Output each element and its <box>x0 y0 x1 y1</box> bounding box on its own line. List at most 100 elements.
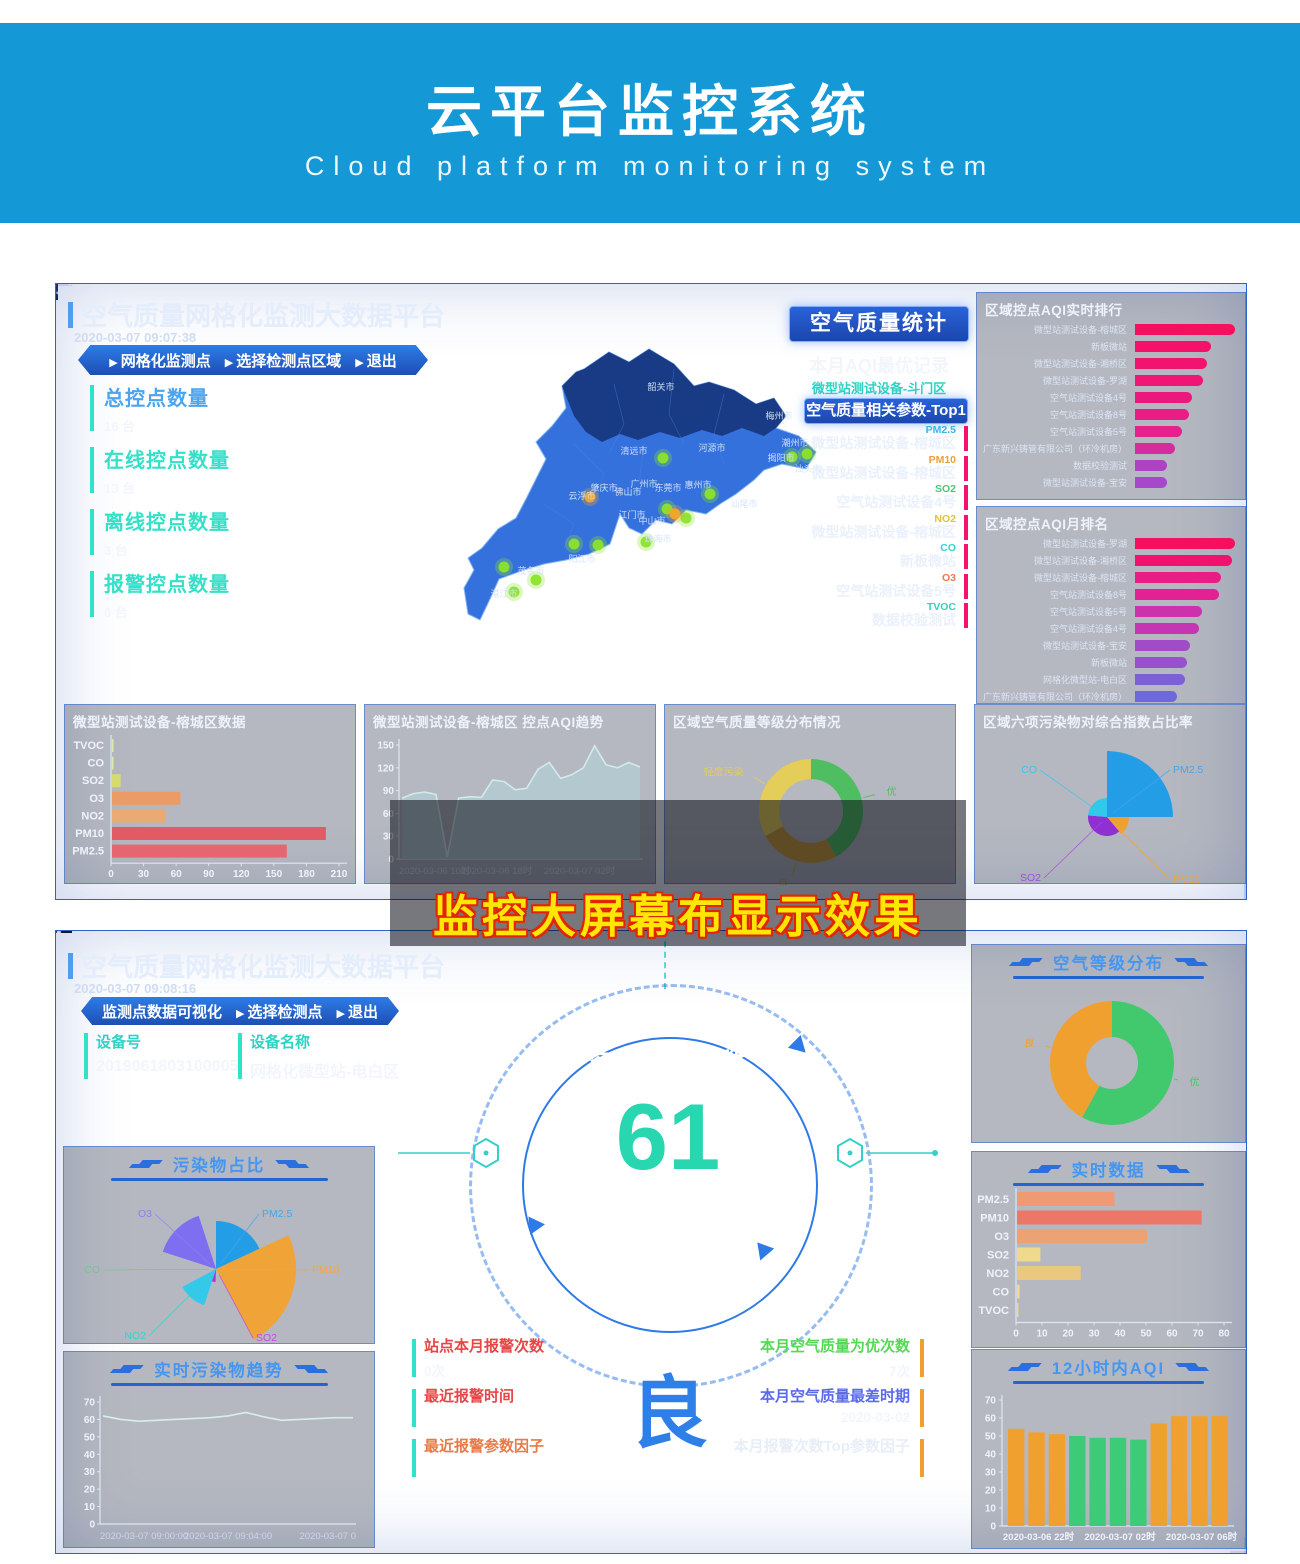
svg-text:30: 30 <box>84 1467 96 1478</box>
rank-row: 网格化微型站-电白区 <box>977 671 1245 688</box>
svg-text:20: 20 <box>84 1485 96 1496</box>
slash-decor-icon <box>120 1365 144 1369</box>
svg-text:0: 0 <box>108 869 114 880</box>
stat-item: 总控点数量 16 台 <box>90 382 350 444</box>
nav-item-0[interactable]: ▶ 网格化监测点 <box>109 352 211 370</box>
svg-text:20: 20 <box>1062 1329 1074 1340</box>
rank-row: 广东新兴铸管有限公司（环冷机房） <box>977 688 1245 705</box>
pollutant-ratio-panel: 区域六项污染物对综合指数占比率 CO PM2.5 SO2 PM10 <box>974 704 1246 886</box>
svg-text:河源市: 河源市 <box>698 442 725 453</box>
slash-decor-icon <box>1018 1363 1042 1367</box>
arrow-icon: ▶ <box>236 1007 245 1020</box>
svg-text:2020-03-06 22时: 2020-03-06 22时 <box>1003 1531 1075 1543</box>
watermark-overlay <box>390 800 966 946</box>
pollutant-ratio-rose-chart: CO PM2.5 SO2 PM10 <box>1020 751 1204 886</box>
rank-realtime-title: 区域控点AQI实时排行 <box>985 303 1123 318</box>
grade-dist-title: 区域空气质量等级分布情况 <box>673 715 841 730</box>
top1-param-row: PM10 微型站测试设备-榕城区 <box>756 454 968 484</box>
station-data-panel: 微型站测试设备-榕城区数据 TVOC CO SO2 O3 NO2 PM10 PM2.5 0 30… <box>64 704 356 884</box>
alarm-stats-right: 本月空气质量为优次数 7次 本月空气质量最差时期 2020-03-02 本月报警次数To… <box>668 1335 924 1485</box>
dash2-title: 空气质量网格化监测大数据平台 <box>68 947 445 984</box>
svg-text:70: 70 <box>985 1396 997 1407</box>
alarm-stat: 本月空气质量最差时期 2020-03-02 <box>668 1385 924 1435</box>
aqi-12h-bar-chart: 0 10 20 30 40 50 60 70 2020-03-06 22时 2020-03-07 … <box>985 1395 1238 1543</box>
hexagon-decor-right <box>837 1137 938 1169</box>
rank-row: 空气站测试设备5号 <box>977 423 1245 440</box>
nav-item-1[interactable]: ▶ 选择检测点区域 <box>224 352 342 370</box>
svg-text:PM10: PM10 <box>980 1213 1009 1225</box>
header-underline <box>1012 976 1205 979</box>
svg-text:PM2.5: PM2.5 <box>1173 764 1204 776</box>
dash2-datetime: 2020-03-07 09:08:16 <box>74 981 197 996</box>
panel-header: 实时数据 <box>972 1152 1245 1186</box>
svg-text:180: 180 <box>298 869 315 880</box>
svg-text:2020-03-07 09:04:00: 2020-03-07 09:04:00 <box>184 1531 272 1542</box>
rank-month-title: 区域控点AQI月排名 <box>985 517 1109 532</box>
panel-header: 污染物占比 <box>64 1147 374 1181</box>
svg-text:150: 150 <box>266 869 283 880</box>
svg-text:0: 0 <box>1013 1329 1019 1340</box>
air-quality-stats-button[interactable]: 空气质量统计 <box>789 306 969 342</box>
svg-text:2020-03-07 0: 2020-03-07 0 <box>299 1531 356 1542</box>
realtime-data-panel: 实时数据 PM2.5 PM10 O3 SO2 NO2 CO TVOC 0 10 20 30 40 50 6… <box>971 1151 1246 1348</box>
svg-text:30: 30 <box>985 1468 997 1479</box>
svg-text:CO: CO <box>88 758 105 770</box>
svg-text:轻度污染: 轻度污染 <box>704 765 744 778</box>
stat-item: 离线控点数量 3 台 <box>90 506 350 568</box>
air-grade-donut-chart: 优良 <box>1024 1001 1200 1125</box>
rank-row: 广东新兴铸管有限公司（环冷机房） <box>977 440 1245 457</box>
svg-text:珠海市: 珠海市 <box>644 533 671 544</box>
nav-item-0[interactable]: 监测点数据可视化 <box>102 1003 223 1021</box>
nav-item-1[interactable]: ▶ 选择检测点 <box>236 1003 323 1021</box>
air-grade-panel: 空气等级分布 优良 <box>971 944 1246 1143</box>
svg-text:PM10: PM10 <box>312 1264 340 1276</box>
svg-text:40: 40 <box>1114 1329 1126 1340</box>
svg-text:20: 20 <box>985 1486 997 1497</box>
svg-text:50: 50 <box>1140 1329 1152 1340</box>
svg-text:优: 优 <box>887 785 897 798</box>
svg-text:PM10: PM10 <box>75 828 104 840</box>
svg-text:梅州市: 梅州市 <box>765 410 792 421</box>
svg-text:NO2: NO2 <box>124 1330 146 1342</box>
top1-param-row: NO2 微型站测试设备-榕城区 <box>756 513 968 543</box>
nav-item-2[interactable]: ▶ 退出 <box>355 352 397 370</box>
dash2-title-text: 空气质量网格化监测大数据平台 <box>81 952 446 982</box>
svg-text:SO2: SO2 <box>256 1332 277 1344</box>
title-accent-bar <box>68 301 73 328</box>
top1-params-button[interactable]: 空气质量相关参数-Top1 <box>804 398 968 424</box>
aqi-outer-ring <box>469 984 873 1388</box>
svg-text:120: 120 <box>377 763 394 774</box>
svg-text:60: 60 <box>171 869 183 880</box>
svg-text:CO: CO <box>84 1264 100 1276</box>
svg-text:NO2: NO2 <box>81 810 104 822</box>
svg-text:210: 210 <box>331 869 348 880</box>
dash1-title: 空气质量网格化监测大数据平台 <box>68 296 445 333</box>
accent-bar <box>238 1033 242 1079</box>
best-aqi-subtitle: 本月AQI最优记录 <box>808 356 949 376</box>
dashboard-station: 空气质量网格化监测大数据平台 2020-03-07 09:08:16 监测点数据… <box>55 930 1247 1554</box>
alarm-stat: 本月报警次数Top参数因子 <box>668 1435 924 1485</box>
nav-item-2[interactable]: ▶ 退出 <box>336 1003 378 1021</box>
rank-realtime-list: 微型站测试设备-榕城区 新板微站 微型站测试设备-湘桥区 微型站测试设备-罗湖 空气站测… <box>977 321 1245 491</box>
realtime-data-bar-chart: PM2.5 PM10 O3 SO2 NO2 CO TVOC 0 10 20 30 40 50 60 70 80 <box>977 1188 1232 1340</box>
svg-text:50: 50 <box>985 1432 997 1443</box>
air-grade-title: 空气等级分布 <box>1053 955 1164 973</box>
alarm-stats-left: 站点本月报警次数 0次 最近报警时间 最近报警参数因子 <box>412 1335 664 1485</box>
svg-text:揭阳市: 揭阳市 <box>767 452 794 463</box>
header-underline <box>1012 1183 1205 1186</box>
svg-text:PM2.5: PM2.5 <box>262 1208 293 1220</box>
svg-text:CO: CO <box>1021 764 1037 776</box>
arrow-icon: ▶ <box>336 1007 345 1020</box>
rank-row: 微型站测试设备-湘桥区 <box>977 355 1245 372</box>
arrow-icon: ▶ <box>109 356 118 369</box>
svg-text:汕尾市: 汕尾市 <box>730 498 757 509</box>
svg-text:CO: CO <box>993 1287 1010 1299</box>
rank-row: 微型站测试设备-宝安 <box>977 474 1245 491</box>
slash-decor-icon <box>1175 1363 1199 1367</box>
svg-text:90: 90 <box>383 786 395 797</box>
svg-text:惠州市: 惠州市 <box>684 479 711 490</box>
svg-text:0: 0 <box>990 1522 996 1533</box>
rank-row: 微型站测试设备-榕城区 <box>977 321 1245 338</box>
aqi-trend-title: 微型站测试设备-榕城区 控点AQI趋势 <box>373 715 604 730</box>
